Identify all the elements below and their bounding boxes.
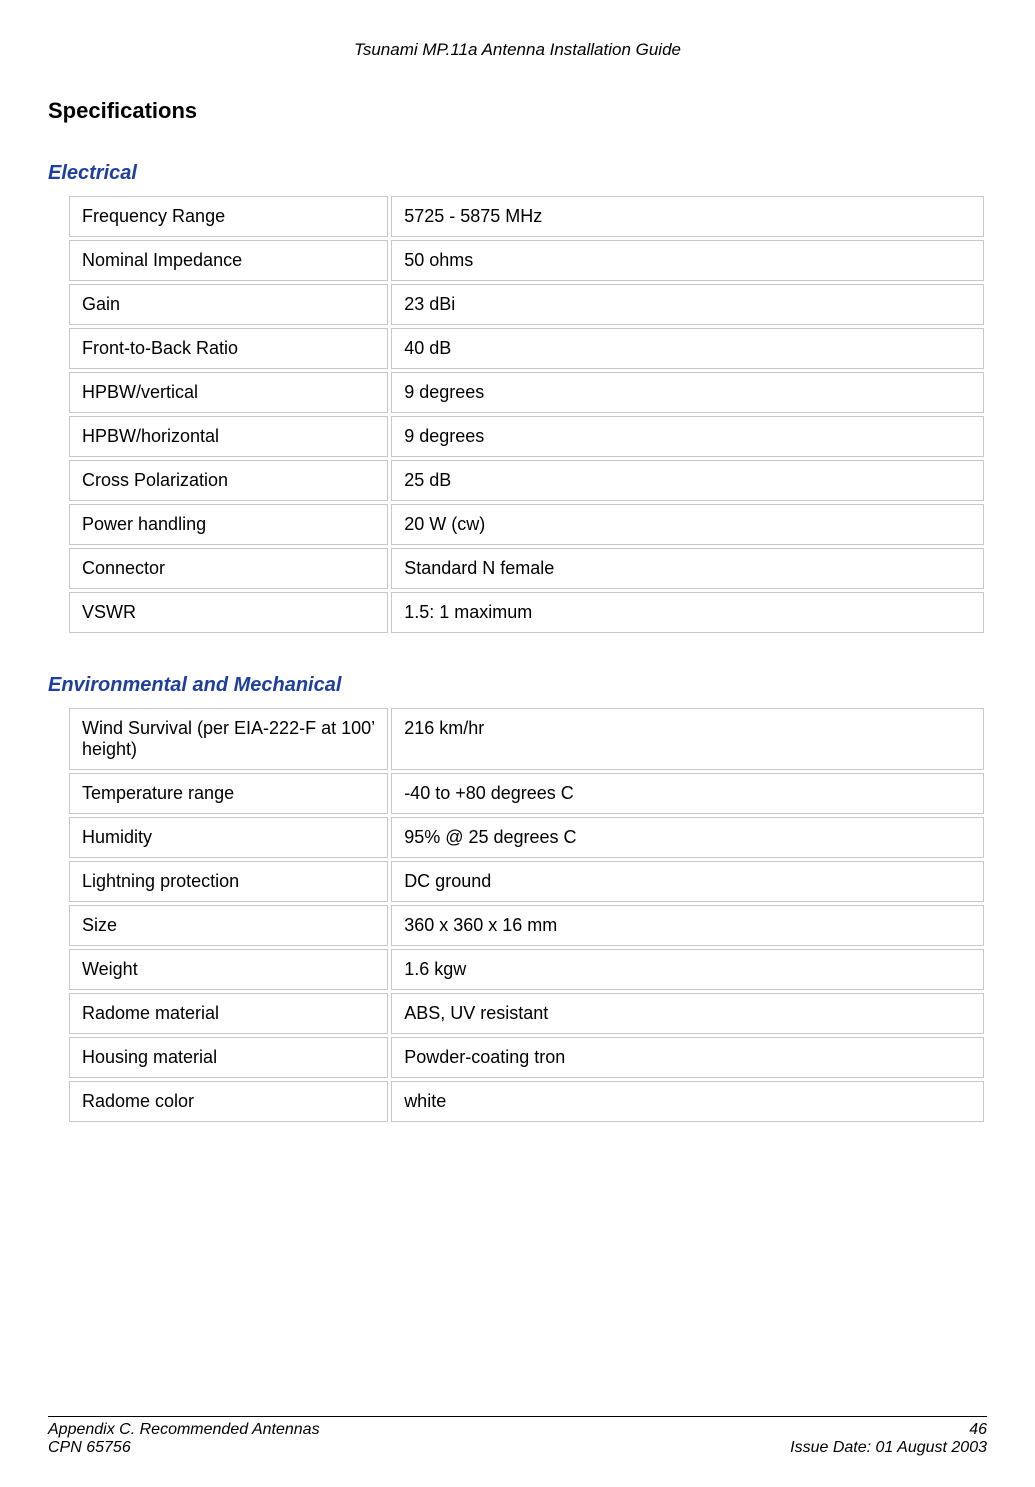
spec-label: Connector [69,548,388,589]
table-row: Housing materialPowder-coating tron [69,1037,984,1078]
spec-value: 50 ohms [391,240,984,281]
spec-label: Temperature range [69,773,388,814]
spec-value: 9 degrees [391,416,984,457]
document-title: Tsunami MP.11a Antenna Installation Guid… [48,40,987,60]
table-row: HPBW/horizontal9 degrees [69,416,984,457]
spec-label: Humidity [69,817,388,858]
table-row: Wind Survival (per EIA-222-F at 100’ hei… [69,708,984,770]
electrical-heading: Electrical [48,162,987,185]
spec-value: Standard N female [391,548,984,589]
table-row: Humidity95% @ 25 degrees C [69,817,984,858]
table-row: HPBW/vertical9 degrees [69,372,984,413]
footer-right: 46 Issue Date: 01 August 2003 [790,1421,987,1457]
footer-page-number: 46 [790,1421,987,1439]
table-row: Cross Polarization25 dB [69,460,984,501]
main-heading: Specifications [48,98,987,124]
spec-value: 1.5: 1 maximum [391,592,984,633]
spec-value: 25 dB [391,460,984,501]
footer-cpn: CPN 65756 [48,1439,320,1457]
spec-label: Wind Survival (per EIA-222-F at 100’ hei… [69,708,388,770]
table-row: Temperature range-40 to +80 degrees C [69,773,984,814]
spec-value: 20 W (cw) [391,504,984,545]
table-row: Power handling20 W (cw) [69,504,984,545]
table-row: Radome materialABS, UV resistant [69,993,984,1034]
spec-label: HPBW/horizontal [69,416,388,457]
spec-value: 360 x 360 x 16 mm [391,905,984,946]
spec-label: VSWR [69,592,388,633]
page: Tsunami MP.11a Antenna Installation Guid… [0,0,1035,1487]
spec-label: Size [69,905,388,946]
spec-label: Gain [69,284,388,325]
spec-label: Nominal Impedance [69,240,388,281]
spec-value: Powder-coating tron [391,1037,984,1078]
spec-value: 216 km/hr [391,708,984,770]
spec-value: DC ground [391,861,984,902]
table-row: Radome colorwhite [69,1081,984,1122]
table-row: VSWR1.5: 1 maximum [69,592,984,633]
table-row: Frequency Range5725 - 5875 MHz [69,196,984,237]
spec-label: Frequency Range [69,196,388,237]
spec-value: 40 dB [391,328,984,369]
electrical-table: Frequency Range5725 - 5875 MHzNominal Im… [66,193,987,636]
spec-label: Power handling [69,504,388,545]
spec-value: ABS, UV resistant [391,993,984,1034]
footer-issue-date: Issue Date: 01 August 2003 [790,1439,987,1457]
table-row: Nominal Impedance50 ohms [69,240,984,281]
footer-left: Appendix C. Recommended Antennas CPN 657… [48,1421,320,1457]
table-row: ConnectorStandard N female [69,548,984,589]
spec-label: Radome color [69,1081,388,1122]
page-footer: Appendix C. Recommended Antennas CPN 657… [48,1416,987,1457]
environmental-heading: Environmental and Mechanical [48,674,987,697]
spec-label: HPBW/vertical [69,372,388,413]
spec-value: 23 dBi [391,284,984,325]
table-row: Gain23 dBi [69,284,984,325]
spec-label: Lightning protection [69,861,388,902]
table-row: Weight1.6 kgw [69,949,984,990]
environmental-table: Wind Survival (per EIA-222-F at 100’ hei… [66,705,987,1125]
spec-value: 5725 - 5875 MHz [391,196,984,237]
spec-value: 1.6 kgw [391,949,984,990]
spec-value: white [391,1081,984,1122]
spec-label: Housing material [69,1037,388,1078]
spec-label: Weight [69,949,388,990]
spec-label: Cross Polarization [69,460,388,501]
table-row: Size360 x 360 x 16 mm [69,905,984,946]
spec-value: -40 to +80 degrees C [391,773,984,814]
spec-value: 9 degrees [391,372,984,413]
table-row: Lightning protectionDC ground [69,861,984,902]
footer-appendix: Appendix C. Recommended Antennas [48,1421,320,1439]
spec-value: 95% @ 25 degrees C [391,817,984,858]
table-row: Front-to-Back Ratio40 dB [69,328,984,369]
spec-label: Front-to-Back Ratio [69,328,388,369]
spec-label: Radome material [69,993,388,1034]
